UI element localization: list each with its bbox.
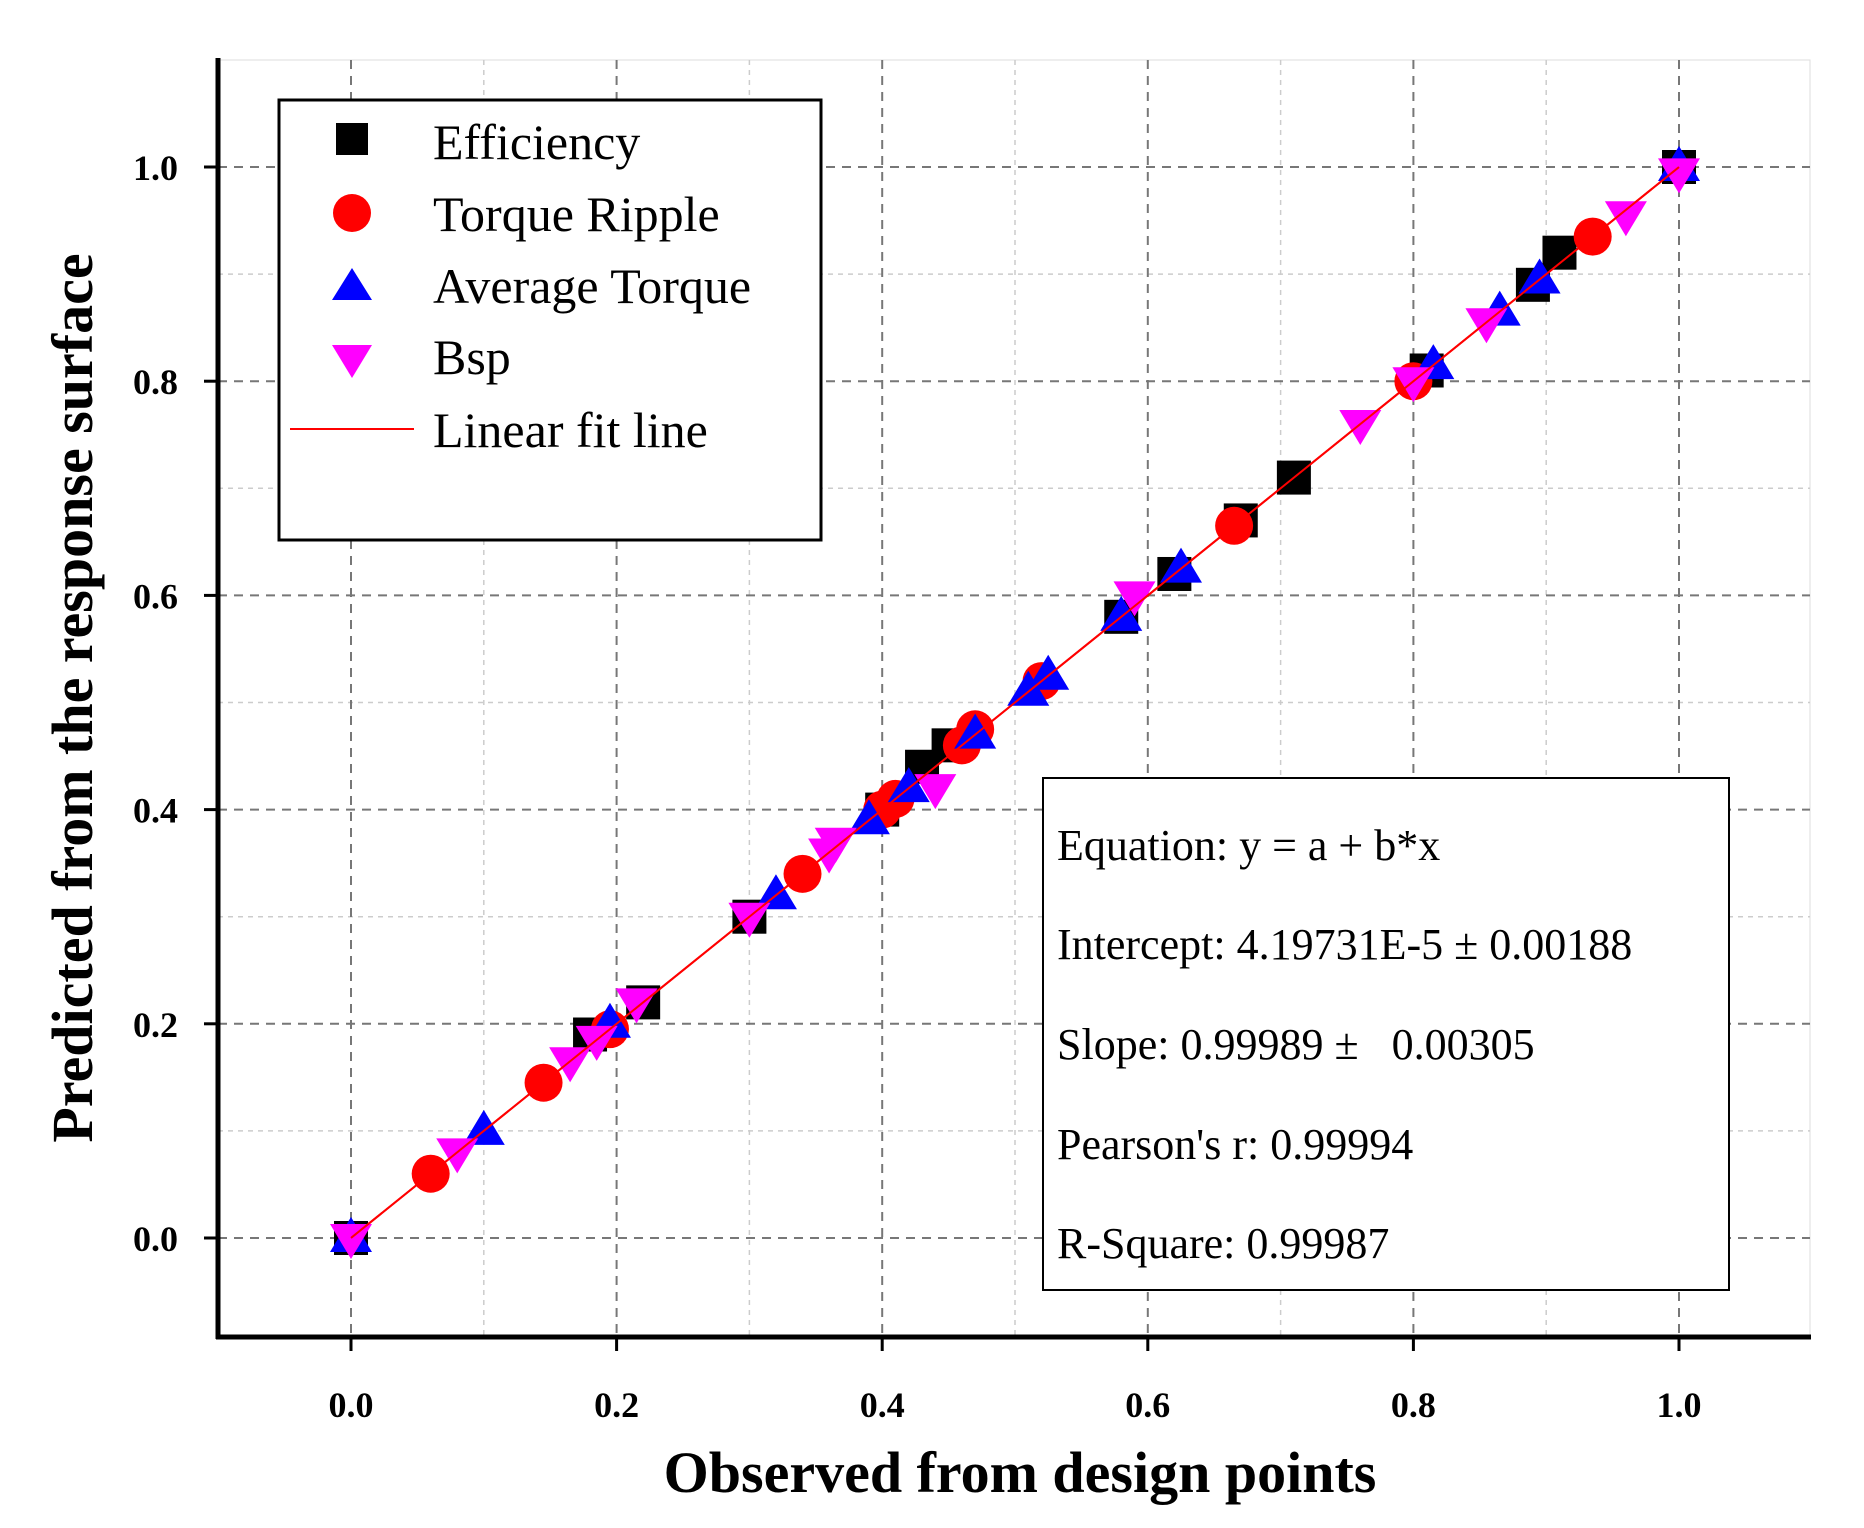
stats-frame [1042, 777, 1730, 1291]
legend: Efficiency Torque Ripple Average Torque … [277, 98, 823, 542]
legend-label-bsp: Bsp [433, 329, 511, 385]
tick-labels: 0.0 0.2 0.4 0.6 0.8 1.0 0.0 0.2 0.4 0.6 0.8 1.0 [133, 148, 1702, 1425]
y-tick-label: 0.6 [133, 576, 178, 616]
legend-marker-bsp [332, 345, 372, 378]
point-bsp [1604, 201, 1647, 237]
stats-rsquare: R-Square: 0.99987 [1057, 1219, 1389, 1268]
legend-label-average-torque: Average Torque [433, 258, 751, 314]
stats-intercept: Intercept: 4.19731E-5 ± 0.00188 [1057, 920, 1632, 969]
point-average-torque [954, 713, 997, 749]
point-bsp [549, 1047, 592, 1083]
point-bsp [1113, 581, 1156, 617]
point-average-torque [887, 767, 930, 803]
x-tick-label: 0.8 [1391, 1385, 1436, 1425]
y-tick-label: 1.0 [133, 148, 178, 188]
legend-label-efficiency: Efficiency [433, 114, 640, 170]
y-tick-label: 0.2 [133, 1005, 178, 1045]
point-average-torque [462, 1109, 505, 1145]
data-markers [330, 146, 1700, 1259]
legend-marker-efficiency [336, 123, 368, 155]
x-axis-title: Observed from design points [664, 1440, 1377, 1505]
point-bsp [615, 988, 658, 1024]
point-average-torque [754, 874, 797, 910]
stats-pearson: Pearson's r: 0.99994 [1057, 1120, 1413, 1169]
legend-box [277, 98, 823, 542]
x-tick-label: 0.4 [860, 1385, 905, 1425]
y-tick-label: 0.0 [133, 1219, 178, 1259]
legend-marker-torque-ripple [333, 194, 371, 232]
point-bsp [436, 1138, 479, 1174]
stats-equation: Equation: y = a + b*x [1057, 821, 1440, 870]
point-bsp [814, 827, 857, 863]
x-tick-label: 0.2 [594, 1385, 639, 1425]
legend-label-fit-line: Linear fit line [433, 402, 708, 458]
legend-marker-average-torque [332, 268, 372, 300]
point-bsp [330, 1224, 372, 1259]
stats-slope: Slope: 0.99989 ± 0.00305 [1057, 1020, 1535, 1069]
y-tick-label: 0.4 [133, 791, 178, 831]
x-tick-label: 0.0 [329, 1385, 374, 1425]
point-bsp [1339, 410, 1382, 446]
point-average-torque [1100, 595, 1143, 631]
point-average-torque [1027, 654, 1070, 690]
linear-fit-line-overlay [350, 166, 1680, 1239]
fit-stats-box: Equation: y = a + b*x Intercept: 4.19731… [1042, 777, 1730, 1291]
point-average-torque [1160, 547, 1202, 583]
y-axis-title: Predicted from the response surface [40, 253, 105, 1142]
y-tick-label: 0.8 [133, 362, 178, 402]
point-average-torque [847, 799, 890, 835]
point-bsp [1658, 158, 1700, 194]
point-bsp [1465, 308, 1508, 344]
point-average-torque [1518, 258, 1561, 294]
legend-label-torque-ripple: Torque Ripple [433, 186, 720, 242]
x-tick-label: 0.6 [1125, 1385, 1170, 1425]
point-bsp [575, 1025, 618, 1061]
point-bsp [914, 774, 957, 810]
axis-ticks [204, 165, 1681, 1351]
point-bsp [1392, 367, 1435, 403]
x-tick-label: 1.0 [1657, 1385, 1702, 1425]
point-bsp [728, 902, 771, 938]
